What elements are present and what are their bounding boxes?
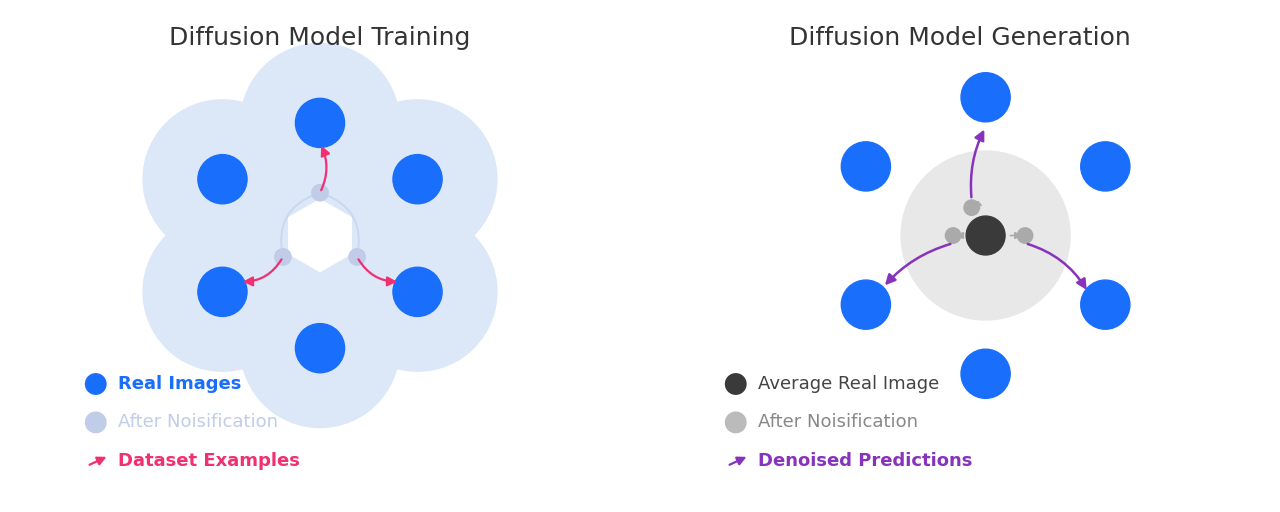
Text: Diffusion Model Training: Diffusion Model Training [169, 26, 471, 50]
Text: Diffusion Model Generation: Diffusion Model Generation [790, 26, 1130, 50]
Circle shape [241, 44, 399, 202]
Circle shape [961, 349, 1010, 398]
Text: Dataset Examples: Dataset Examples [118, 452, 300, 470]
Circle shape [841, 142, 891, 191]
Circle shape [275, 249, 291, 265]
Circle shape [393, 267, 442, 316]
Circle shape [726, 412, 746, 433]
Circle shape [296, 324, 344, 373]
Text: Denoised Predictions: Denoised Predictions [758, 452, 972, 470]
Circle shape [338, 100, 497, 259]
Circle shape [86, 412, 106, 433]
Circle shape [248, 164, 392, 307]
Circle shape [901, 151, 1070, 320]
Polygon shape [288, 199, 352, 272]
Circle shape [338, 212, 497, 371]
Circle shape [726, 374, 746, 394]
Circle shape [241, 269, 399, 428]
Circle shape [1080, 280, 1130, 329]
Circle shape [143, 212, 302, 371]
Circle shape [1018, 228, 1033, 243]
Circle shape [841, 280, 891, 329]
Circle shape [946, 228, 961, 243]
Circle shape [1080, 142, 1130, 191]
Circle shape [198, 267, 247, 316]
Circle shape [312, 184, 328, 201]
Text: After Noisification: After Noisification [118, 413, 278, 432]
Text: Average Real Image: Average Real Image [758, 375, 940, 393]
Circle shape [86, 374, 106, 394]
Circle shape [966, 216, 1005, 255]
Circle shape [143, 100, 302, 259]
Circle shape [296, 98, 344, 147]
Circle shape [964, 200, 979, 216]
Circle shape [198, 155, 247, 204]
Circle shape [349, 249, 365, 265]
Text: After Noisification: After Noisification [758, 413, 918, 432]
Text: Real Images: Real Images [118, 375, 241, 393]
Circle shape [393, 155, 442, 204]
Circle shape [961, 73, 1010, 122]
